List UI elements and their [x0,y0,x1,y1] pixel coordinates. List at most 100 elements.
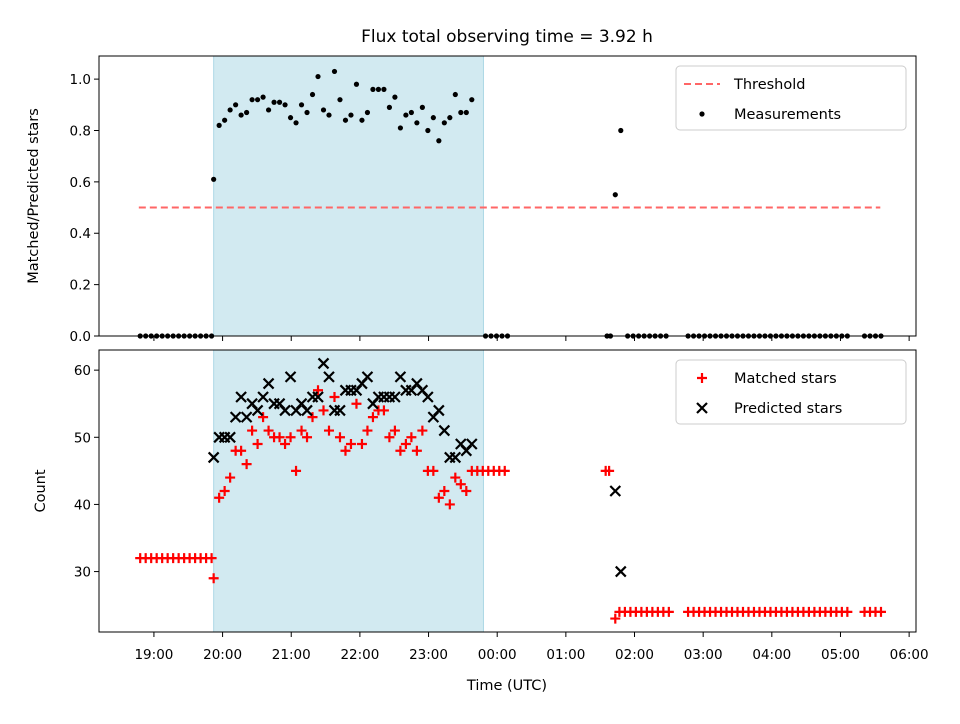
matched-star-point [302,432,313,443]
measurement-point [839,333,845,339]
measurement-point [789,333,796,339]
measurement-point [690,333,697,339]
x-tick-label: 22:00 [340,647,379,663]
x-tick-label: 00:00 [478,647,517,663]
matched-star-point [241,459,252,470]
x-tick-label: 05:00 [821,647,860,663]
predicted-star-point [389,391,401,403]
predicted-star-point [224,431,236,444]
matched-star-point [236,445,247,456]
legend: Matched stars Predicted stars [675,359,907,425]
matched-star-point [378,405,389,416]
y-tick-label: 0.6 [70,175,91,191]
measurement-point [469,97,475,103]
measurement-point [254,97,261,103]
matched-star-point [875,606,886,617]
measurement-point [309,91,316,98]
matched-star-point [384,432,395,443]
measurement-point [227,107,233,113]
measurement-point [233,102,239,108]
measurement-point [452,91,458,98]
predicted-star-point [433,404,445,417]
measurement-point [414,120,420,126]
measurement-point [170,333,176,339]
measurement-point [861,333,868,339]
x-tick-label: 03:00 [684,647,723,663]
series-predicted-stars [207,357,627,578]
measurement-point [181,333,187,339]
measurement-point [370,86,376,92]
predicted-star-point [301,404,313,417]
measurement-point [298,102,305,108]
measurement-point [364,109,371,116]
measurement-point [342,117,349,123]
measurement-point [828,333,834,339]
legend-box [675,65,907,131]
predicted-star-point [229,411,242,423]
matched-star-point [428,465,439,476]
matched-star-point [323,425,334,436]
x-tick-label: 20:00 [203,647,242,663]
measurement-point [392,94,398,100]
y-tick-label: 0.8 [70,123,91,139]
predicted-star-point [317,357,330,370]
predicted-star-point [394,371,407,383]
measurement-point [447,115,453,121]
measurement-point [756,333,763,339]
measurement-point [287,115,294,121]
y-tick-label: 30 [74,565,91,581]
matched-star-point [499,465,510,476]
measurement-point [751,333,757,339]
measurement-point [745,333,752,339]
matched-star-point [400,439,411,449]
matched-star-point [433,492,444,503]
matched-star-point [307,412,318,423]
measurement-point [441,120,447,126]
matched-star-point [285,432,296,443]
measurement-point [143,333,149,339]
measurement-point [493,333,500,339]
measurement-point [718,333,724,339]
matched-star-point [367,412,378,423]
measurement-point [192,333,198,339]
measurement-point [176,333,182,339]
matched-star-point [318,405,329,416]
matched-star-point [313,385,324,396]
measurement-point [872,333,879,339]
measurement-point [348,112,354,118]
measurement-point [293,120,299,126]
measurement-point [276,99,283,105]
x-tick-label: 06:00 [890,647,929,663]
measurement-point [762,333,768,339]
matched-star-point [450,472,461,483]
measurement-point [203,333,209,339]
matched-star-point [411,445,422,456]
measurement-point [386,104,393,110]
legend-label: Threshold [733,77,805,93]
measurement-point [499,333,505,339]
measurement-point [723,333,730,339]
measurement-point [208,333,215,339]
shaded-interval [213,55,484,337]
measurement-point [198,333,204,339]
measurement-point [878,333,884,339]
measurement-point [482,333,489,339]
measurement-point [488,333,494,339]
predicted-star-point [438,424,451,437]
predicted-star-point [609,485,622,497]
measurement-point [159,333,165,339]
measurement-point [773,333,779,339]
measurement-point [282,102,288,108]
predicted-star-point [449,451,462,464]
bottom-panel: 30 40 50 60 19:00 20:00 21:00 22:00 23:00 00:00 01… [33,349,929,663]
measurement-point [784,333,790,339]
measurement-point [408,109,414,116]
measurement-point [436,138,442,144]
measurement-point [811,333,817,339]
predicted-star-point [422,391,434,403]
measurement-point [260,94,266,100]
y-tick-label: 0.4 [70,226,91,242]
y-tick-label: 50 [74,430,91,446]
measurement-point [833,333,839,339]
matched-star-point [351,398,362,409]
